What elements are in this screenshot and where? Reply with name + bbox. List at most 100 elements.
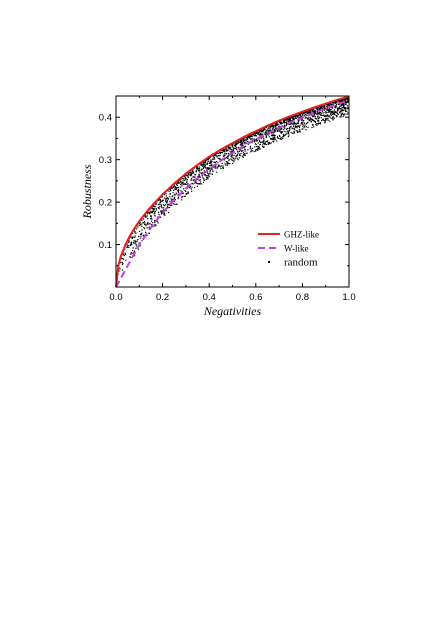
- random-point: [342, 113, 344, 115]
- random-point: [328, 104, 330, 107]
- random-point: [240, 139, 243, 141]
- random-point: [198, 183, 200, 185]
- random-point: [184, 178, 187, 180]
- random-point: [270, 126, 272, 128]
- random-point: [316, 124, 318, 126]
- random-point: [150, 220, 152, 222]
- x-tick-label: 0.8: [296, 292, 309, 303]
- random-point: [282, 133, 284, 135]
- random-point: [273, 137, 276, 139]
- random-point: [301, 113, 303, 115]
- random-point: [340, 114, 342, 116]
- random-point: [176, 203, 178, 205]
- random-point: [342, 104, 344, 106]
- random-point: [299, 114, 301, 116]
- random-point: [125, 259, 127, 261]
- random-point: [280, 122, 282, 124]
- random-point: [280, 131, 282, 133]
- random-point: [317, 113, 319, 115]
- random-point: [120, 261, 122, 264]
- random-point: [169, 193, 171, 195]
- random-point: [274, 127, 277, 129]
- random-point: [135, 245, 137, 247]
- random-point: [268, 133, 270, 135]
- random-point: [182, 192, 184, 194]
- y-tick-label: 0.2: [99, 198, 112, 209]
- random-point: [321, 114, 323, 116]
- random-point: [194, 174, 197, 176]
- random-point: [293, 127, 295, 129]
- random-point: [341, 112, 344, 114]
- random-point: [270, 132, 273, 134]
- random-point: [223, 149, 226, 151]
- random-point: [304, 126, 306, 128]
- random-point: [195, 169, 197, 172]
- random-point: [167, 206, 169, 209]
- random-point: [143, 228, 146, 230]
- random-point: [300, 123, 302, 125]
- random-point: [285, 121, 288, 123]
- random-point: [292, 125, 295, 127]
- random-point: [318, 120, 320, 122]
- random-point: [167, 205, 169, 207]
- random-point: [165, 199, 167, 201]
- random-point: [159, 200, 161, 202]
- random-point: [251, 135, 253, 137]
- random-point: [320, 108, 322, 110]
- random-point: [323, 112, 325, 114]
- random-point: [162, 204, 164, 206]
- random-point: [289, 117, 291, 120]
- random-point: [302, 112, 304, 114]
- random-point: [164, 214, 166, 216]
- random-point: [293, 121, 295, 123]
- random-point: [327, 103, 329, 105]
- random-point: [329, 110, 331, 112]
- random-point: [259, 134, 261, 136]
- random-point: [340, 105, 342, 107]
- random-point: [154, 222, 156, 224]
- random-point: [252, 133, 254, 136]
- random-point: [224, 149, 226, 151]
- random-point: [198, 173, 200, 176]
- random-point: [315, 124, 317, 126]
- random-point: [313, 114, 316, 116]
- random-point: [210, 161, 212, 163]
- random-point: [183, 195, 185, 197]
- random-point: [272, 128, 274, 130]
- random-point: [147, 211, 149, 214]
- ghz-like-line: [115, 95, 350, 288]
- random-point: [154, 210, 157, 213]
- random-point: [299, 115, 301, 117]
- random-point: [271, 138, 273, 140]
- random-point: [195, 170, 197, 173]
- random-point: [173, 197, 176, 199]
- random-point: [144, 222, 146, 224]
- random-point: [188, 171, 190, 174]
- random-point: [276, 129, 279, 132]
- random-point: [225, 148, 227, 151]
- random-point: [159, 216, 162, 218]
- random-point: [342, 115, 344, 118]
- random-point: [257, 142, 259, 144]
- random-point: [192, 172, 194, 174]
- random-point: [198, 175, 201, 177]
- random-point: [339, 100, 341, 102]
- random-point: [306, 118, 309, 120]
- random-point: [216, 171, 218, 173]
- random-point: [265, 129, 267, 131]
- random-point: [281, 131, 283, 133]
- random-point: [193, 178, 195, 181]
- random-point: [293, 130, 295, 132]
- random-point: [230, 148, 232, 150]
- random-point: [251, 147, 253, 149]
- random-point: [236, 141, 238, 143]
- random-point: [251, 134, 253, 137]
- random-point: [333, 103, 335, 105]
- random-point: [249, 145, 252, 147]
- random-point: [279, 129, 281, 131]
- random-point: [253, 150, 255, 153]
- random-point: [167, 198, 170, 200]
- random-point: [250, 139, 252, 141]
- random-point: [291, 132, 294, 134]
- random-point: [329, 120, 331, 122]
